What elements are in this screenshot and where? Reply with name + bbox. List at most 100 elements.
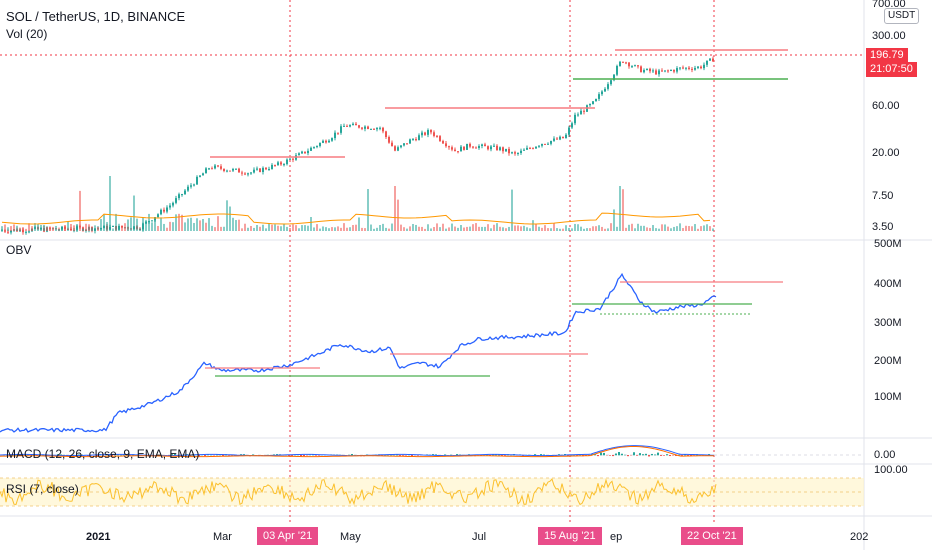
candle-body	[490, 146, 492, 150]
volume-bar	[505, 228, 507, 231]
candle-body	[4, 230, 6, 232]
volume-bar	[139, 228, 141, 231]
volume-bar	[247, 227, 249, 231]
candle-body	[406, 143, 408, 145]
candle-body	[370, 128, 372, 130]
macd-histogram-bar	[675, 455, 677, 457]
candle-body	[280, 162, 282, 165]
candle-body	[196, 176, 198, 185]
macd-histogram-bar	[309, 454, 311, 456]
volume-bar	[292, 224, 294, 231]
candle-body	[580, 110, 582, 115]
volume-bar	[118, 226, 120, 231]
volume-bar	[55, 225, 57, 231]
obv-axis-label: 500M	[874, 238, 902, 250]
candle-body	[589, 104, 591, 106]
candle-body	[205, 168, 207, 174]
currency-button[interactable]: USDT	[884, 8, 920, 24]
macd-histogram-bar	[243, 454, 245, 456]
macd-histogram-bar	[348, 454, 350, 456]
countdown-tag: 21:07:50	[866, 62, 917, 77]
candle-body	[616, 65, 618, 75]
volume-bar	[517, 225, 519, 231]
candle-body	[355, 123, 357, 126]
volume-bar	[352, 225, 354, 231]
volume-title[interactable]: Vol (20)	[6, 27, 48, 41]
volume-bar	[448, 227, 450, 231]
candle-body	[49, 227, 51, 229]
macd-histogram-bar	[600, 452, 602, 456]
date-marker-tag: 22 Oct '21	[681, 527, 743, 545]
candle-body	[640, 66, 642, 73]
candle-body	[352, 123, 354, 126]
volume-bar	[553, 223, 555, 231]
candle-body	[517, 153, 519, 155]
candle-body	[706, 60, 708, 65]
volume-bar	[193, 222, 195, 231]
volume-bar	[52, 226, 54, 231]
candle-body	[292, 158, 294, 160]
candle-body	[661, 70, 663, 72]
macd-histogram-bar	[351, 454, 353, 456]
volume-bar	[124, 223, 126, 231]
candle-body	[394, 146, 396, 151]
symbol-title[interactable]: SOL / TetherUS, 1D, BINANCE	[6, 9, 186, 24]
x-axis-label: 2021	[86, 531, 111, 543]
candle-body	[664, 70, 666, 72]
macd-histogram-bar	[96, 455, 98, 457]
volume-bar	[406, 228, 408, 231]
volume-bar	[433, 227, 435, 231]
volume-bar	[646, 227, 648, 231]
volume-bar	[109, 176, 111, 231]
candle-body	[631, 66, 633, 68]
macd-histogram-bar	[21, 454, 23, 456]
macd-histogram-bar	[291, 455, 293, 456]
candle-body	[361, 127, 363, 129]
volume-bar	[700, 226, 702, 231]
candle-body	[529, 147, 531, 149]
candle-body	[235, 168, 237, 170]
volume-bar	[190, 217, 192, 231]
candle-body	[367, 126, 369, 130]
volume-bar	[538, 226, 540, 231]
macd-title[interactable]: MACD (12, 26, close, 9, EMA, EMA)	[6, 447, 200, 461]
macd-histogram-bar	[627, 455, 629, 457]
obv-title[interactable]: OBV	[6, 243, 32, 257]
volume-bar	[703, 225, 705, 231]
volume-bar	[499, 226, 501, 231]
volume-bar	[277, 225, 279, 231]
candle-body	[211, 168, 213, 170]
volume-bar	[508, 226, 510, 231]
volume-bar	[607, 228, 609, 231]
volume-bar	[325, 227, 327, 231]
volume-bar	[274, 224, 276, 231]
volume-bar	[676, 226, 678, 231]
obv-axis-label: 200M	[874, 355, 902, 367]
candle-body	[358, 125, 360, 128]
macd-histogram-bar	[603, 452, 605, 456]
volume-bar	[100, 219, 102, 231]
candle-body	[349, 125, 351, 127]
volume-bar	[1, 226, 3, 231]
volume-bar	[364, 228, 366, 231]
volume-bar	[673, 226, 675, 231]
volume-bar	[46, 226, 48, 231]
macd-histogram-bar	[315, 455, 317, 456]
candle-body	[427, 130, 429, 135]
candle-body	[541, 143, 543, 146]
candle-body	[457, 151, 459, 153]
rsi-title[interactable]: RSI (7, close)	[6, 482, 79, 496]
volume-bar	[301, 225, 303, 231]
candle-body	[418, 135, 420, 141]
macd-histogram-bar	[567, 455, 569, 457]
volume-bar	[355, 224, 357, 231]
volume-bar	[610, 223, 612, 231]
candle-body	[391, 142, 393, 147]
volume-bar	[526, 227, 528, 231]
volume-bar	[712, 228, 714, 231]
candle-body	[610, 80, 612, 85]
volume-bar	[319, 228, 321, 231]
volume-bar	[586, 228, 588, 231]
